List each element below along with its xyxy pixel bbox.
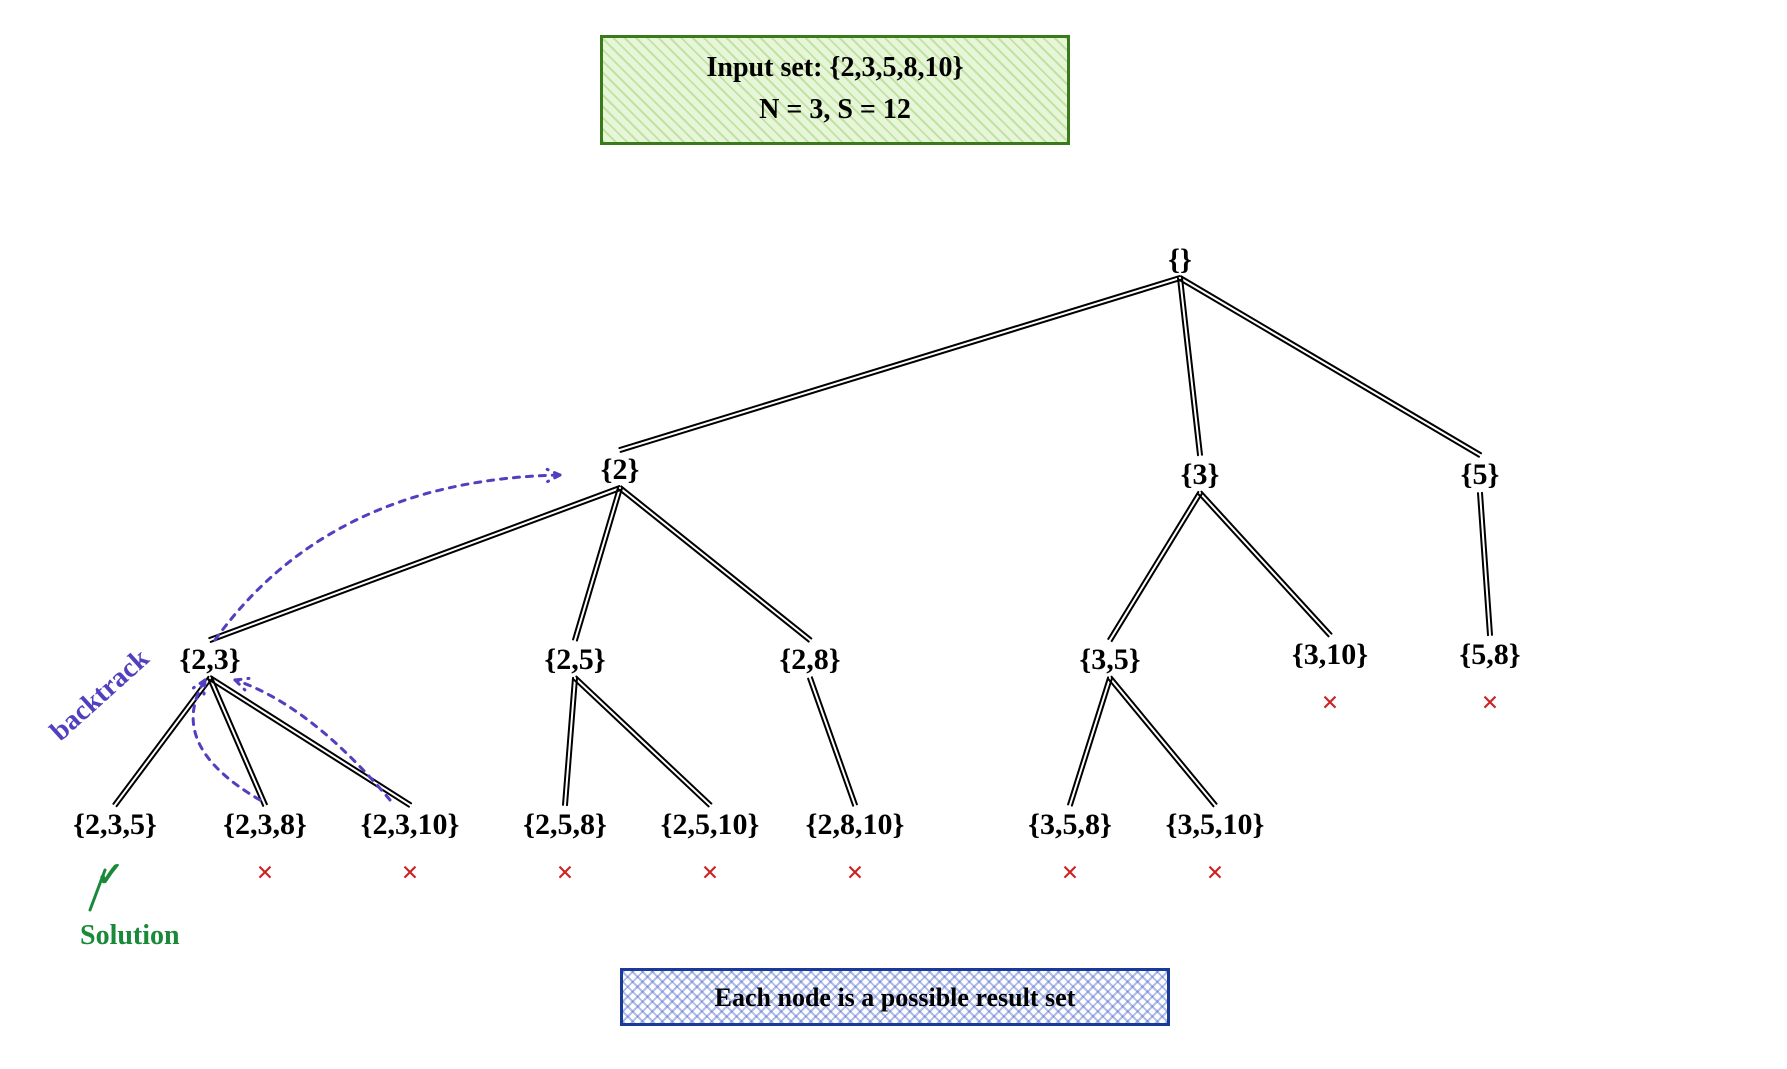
tree-node-n310: {3,10} [1292,638,1368,672]
mark-check: ✓ [96,855,125,895]
mark-x: × [1206,856,1223,890]
tree-node-n3510: {3,5,10} [1166,808,1265,842]
tree-node-n35: {3,5} [1079,643,1140,677]
tree-node-n58: {5,8} [1459,638,1520,672]
tree-node-n235: {2,3,5} [73,808,157,842]
tree-node-n358: {3,5,8} [1028,808,1112,842]
edge-layer [0,0,1787,1069]
mark-x: × [1481,686,1498,720]
solution-label: Solution [80,920,180,952]
tree-node-n2310: {2,3,10} [361,808,460,842]
tree-node-n25: {2,5} [544,643,605,677]
mark-x: × [401,856,418,890]
tree-node-n258: {2,5,8} [523,808,607,842]
mark-x: × [256,856,273,890]
tree-node-n2510: {2,5,10} [661,808,760,842]
tree-node-n3: {3} [1181,458,1220,492]
tree-node-root: {} [1168,243,1192,277]
mark-x: × [1321,686,1338,720]
mark-x: × [556,856,573,890]
mark-x: × [846,856,863,890]
tree-node-n28: {2,8} [779,643,840,677]
tree-node-n238: {2,3,8} [223,808,307,842]
tree-node-n2810: {2,8,10} [806,808,905,842]
mark-x: × [701,856,718,890]
mark-x: × [1061,856,1078,890]
tree-node-n23: {2,3} [179,643,240,677]
tree-node-n5: {5} [1461,458,1500,492]
tree-node-n2: {2} [601,453,640,487]
